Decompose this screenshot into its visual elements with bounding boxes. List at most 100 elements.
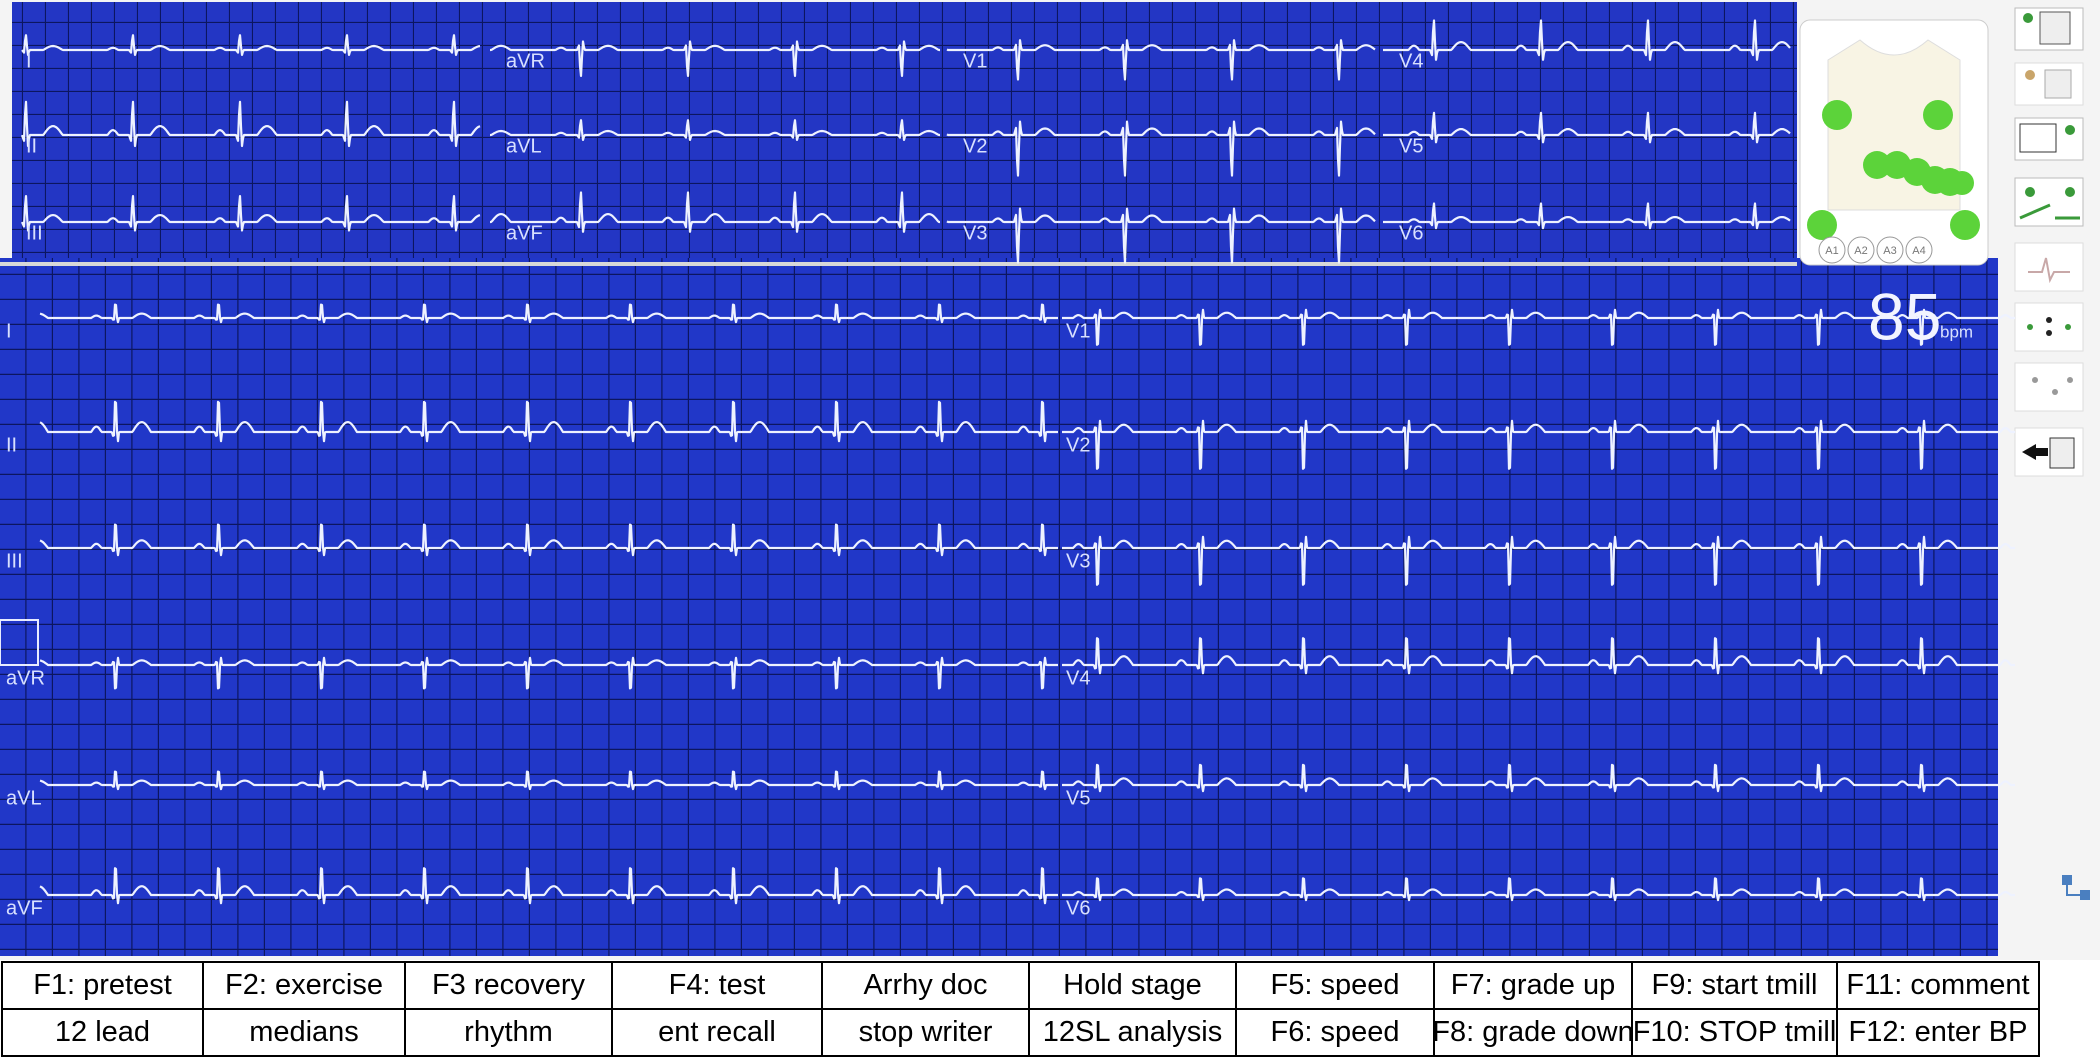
function-key-label: F8: grade down xyxy=(1432,1016,1634,1048)
lead-label: II xyxy=(6,434,17,456)
ecg-trace xyxy=(946,207,1376,264)
function-key-label: F12: enter BP xyxy=(1849,1016,2028,1048)
function-key-label: F10: STOP tmill xyxy=(1633,1016,1837,1048)
lead-label: I xyxy=(6,320,12,342)
lead-label: aVR xyxy=(506,50,545,72)
ecg-trace xyxy=(20,100,481,148)
electrode-port-label: A4 xyxy=(1912,245,1925,257)
ecg-trace xyxy=(1061,763,2016,793)
function-key[interactable] xyxy=(1631,961,1838,1010)
lead-label: III xyxy=(26,222,43,244)
lead-label: V3 xyxy=(1066,550,1090,572)
lead-label: aVF xyxy=(506,222,543,244)
electrode-port-label: A2 xyxy=(1854,245,1867,257)
function-key-label: F7: grade up xyxy=(1451,969,1615,1001)
lead-label: V2 xyxy=(963,135,987,157)
tool-patient[interactable] xyxy=(2014,7,2084,51)
ecg-trace xyxy=(489,191,941,233)
ecg-trace xyxy=(39,303,1059,324)
ecg-trace xyxy=(1382,19,1791,61)
lead-label: V1 xyxy=(1066,320,1090,342)
lead-label: V3 xyxy=(963,222,987,244)
ecg-trace xyxy=(946,120,1376,177)
ecg-trace xyxy=(39,770,1059,791)
function-key-label: F1: pretest xyxy=(33,969,172,1001)
ecg-trace xyxy=(489,40,941,77)
function-key-label: F4: test xyxy=(669,969,766,1001)
function-key[interactable] xyxy=(821,1008,1030,1057)
function-key[interactable] xyxy=(1433,1008,1633,1057)
ecg-trace xyxy=(1061,308,2016,346)
lead-label: aVL xyxy=(6,787,42,809)
lead-label: V1 xyxy=(963,50,987,72)
electrode-port xyxy=(1905,236,1933,264)
heart-rate: 85 xyxy=(1868,279,1941,353)
function-key-label: rhythm xyxy=(464,1016,553,1048)
function-key[interactable] xyxy=(1028,1008,1237,1057)
tool-setup[interactable] xyxy=(2014,62,2084,106)
function-key-label: F5: speed xyxy=(1271,969,1400,1001)
ecg-trace xyxy=(21,34,481,56)
ecg-trace xyxy=(1382,111,1791,144)
toolbar xyxy=(1998,0,2100,960)
tool-report[interactable] xyxy=(2014,117,2084,161)
tool-scatter[interactable] xyxy=(2014,362,2084,412)
function-key-label: F11: comment xyxy=(1846,969,2029,1001)
calibration-pulse xyxy=(0,619,39,666)
function-key[interactable] xyxy=(821,961,1030,1010)
lead-label: aVR xyxy=(6,667,45,689)
function-key-label: medians xyxy=(249,1016,359,1048)
tool-points[interactable] xyxy=(2014,302,2084,352)
lead-label: V2 xyxy=(1066,434,1090,456)
function-key[interactable] xyxy=(1631,1008,1838,1057)
function-key[interactable] xyxy=(1,961,204,1010)
function-key[interactable] xyxy=(404,961,613,1010)
function-key-label: F2: exercise xyxy=(225,969,383,1001)
function-key-label: stop writer xyxy=(859,1016,993,1048)
function-key-label: F3 recovery xyxy=(432,969,586,1001)
lead-label: V6 xyxy=(1066,897,1090,919)
function-key-label: F9: start tmill xyxy=(1652,969,1818,1001)
function-key[interactable] xyxy=(1235,1008,1435,1057)
function-key[interactable] xyxy=(1,1008,204,1057)
ecg-trace xyxy=(1061,637,2016,675)
electrode-port xyxy=(1876,236,1904,264)
function-key-label: 12SL analysis xyxy=(1043,1016,1222,1048)
lead-label: I xyxy=(26,50,32,72)
ecg-trace xyxy=(1382,202,1791,230)
function-key-label: ent recall xyxy=(658,1016,776,1048)
ecg-trace xyxy=(946,39,1376,81)
ecg-trace xyxy=(1061,419,2016,470)
lead-label: II xyxy=(26,135,37,157)
function-key[interactable] xyxy=(1836,1008,2040,1057)
electrode-port-label: A1 xyxy=(1825,245,1838,257)
ecg-trace xyxy=(39,400,1059,443)
function-key[interactable] xyxy=(1028,961,1237,1010)
lead-label: III xyxy=(6,550,23,572)
tool-exit[interactable] xyxy=(2014,427,2084,477)
function-key[interactable] xyxy=(611,961,823,1010)
function-key[interactable] xyxy=(611,1008,823,1057)
function-key[interactable] xyxy=(202,1008,406,1057)
network-icon xyxy=(2062,875,2090,900)
lead-label: V4 xyxy=(1399,50,1423,72)
electrode-port xyxy=(1847,236,1875,264)
function-key-label: Hold stage xyxy=(1063,969,1202,1001)
tool-exercise[interactable] xyxy=(2014,177,2084,227)
function-key[interactable] xyxy=(404,1008,613,1057)
heart-rate-unit: bpm xyxy=(1940,322,1973,341)
ecg-trace xyxy=(20,195,481,232)
ecg-trace xyxy=(39,656,1059,690)
lead-label: V4 xyxy=(1066,667,1090,689)
ecg-trace xyxy=(39,867,1059,905)
tool-median[interactable] xyxy=(2014,242,2084,292)
function-key-label: 12 lead xyxy=(55,1016,150,1048)
ecg-traces xyxy=(20,19,2016,905)
ecg-trace xyxy=(1061,535,2016,586)
panel-divider xyxy=(0,262,1797,266)
lead-label: V6 xyxy=(1399,222,1423,244)
function-key-table: F1: pretest F2: exercise F3 recovery F4: te… xyxy=(1,961,2040,1057)
function-key[interactable] xyxy=(202,961,406,1010)
lead-label: V5 xyxy=(1066,787,1090,809)
